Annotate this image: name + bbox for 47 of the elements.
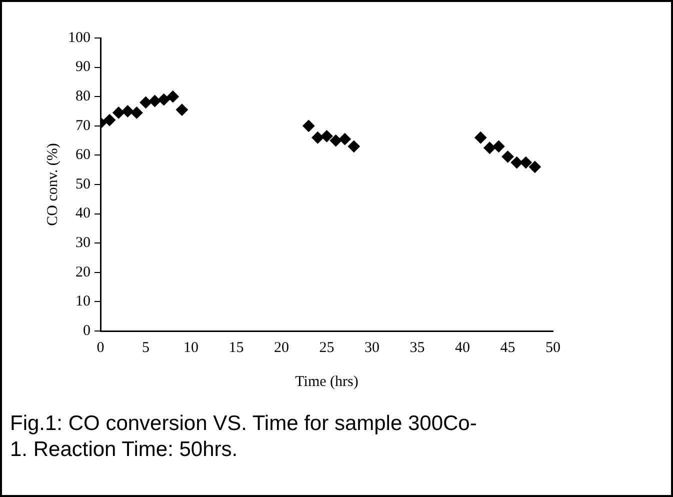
x-tick-label: 45: [500, 340, 516, 356]
y-tick-label: 40: [76, 206, 90, 222]
point: [320, 130, 333, 142]
point: [130, 106, 143, 119]
y-tick-label: 30: [76, 235, 90, 252]
y-tick-label: 0: [83, 322, 90, 339]
y-axis-title: CO conv. (%): [44, 143, 61, 226]
y-tick-label: 20: [76, 264, 90, 280]
y-tick-label: 80: [76, 88, 90, 105]
point: [148, 94, 161, 107]
y-tick-label: 10: [76, 294, 90, 310]
point: [140, 96, 152, 108]
point: [330, 134, 342, 147]
x-axis-title: Time (hrs): [295, 374, 358, 390]
y-tick-label: 90: [76, 59, 90, 76]
point: [520, 156, 532, 169]
x-tick-label: 25: [319, 340, 334, 356]
x-tick-label: 15: [228, 340, 244, 356]
point: [104, 114, 116, 126]
caption: Fig.1: CO conversion VS. Time for sample 300Co-1. Reaction Time: 50hrs.: [10, 411, 478, 463]
y-tick-label: 50: [76, 176, 90, 192]
x-tick-label: 30: [364, 340, 380, 356]
x-tick-label: 10: [184, 340, 198, 356]
x-tick-label: 5: [142, 340, 150, 356]
point: [312, 132, 324, 144]
y-tick-label: 60: [76, 147, 90, 164]
point: [122, 105, 134, 118]
point: [510, 156, 523, 169]
x-tick-label: 0: [96, 340, 104, 356]
point: [338, 133, 351, 146]
x-tick-label: 40: [455, 340, 470, 356]
point: [166, 90, 179, 103]
point: [348, 140, 360, 152]
point: [158, 94, 170, 106]
point: [492, 140, 505, 152]
x-tick-label: 20: [274, 340, 289, 356]
y-tick-label: 70: [76, 118, 90, 134]
point: [302, 120, 315, 132]
y-tick-label: 100: [68, 30, 90, 46]
point: [484, 142, 496, 154]
point: [112, 106, 125, 119]
x-tick-label: 35: [410, 340, 425, 356]
point: [502, 150, 514, 163]
point: [176, 104, 188, 116]
x-tick-label: 50: [546, 340, 560, 356]
point: [528, 160, 541, 173]
point: [474, 132, 487, 144]
